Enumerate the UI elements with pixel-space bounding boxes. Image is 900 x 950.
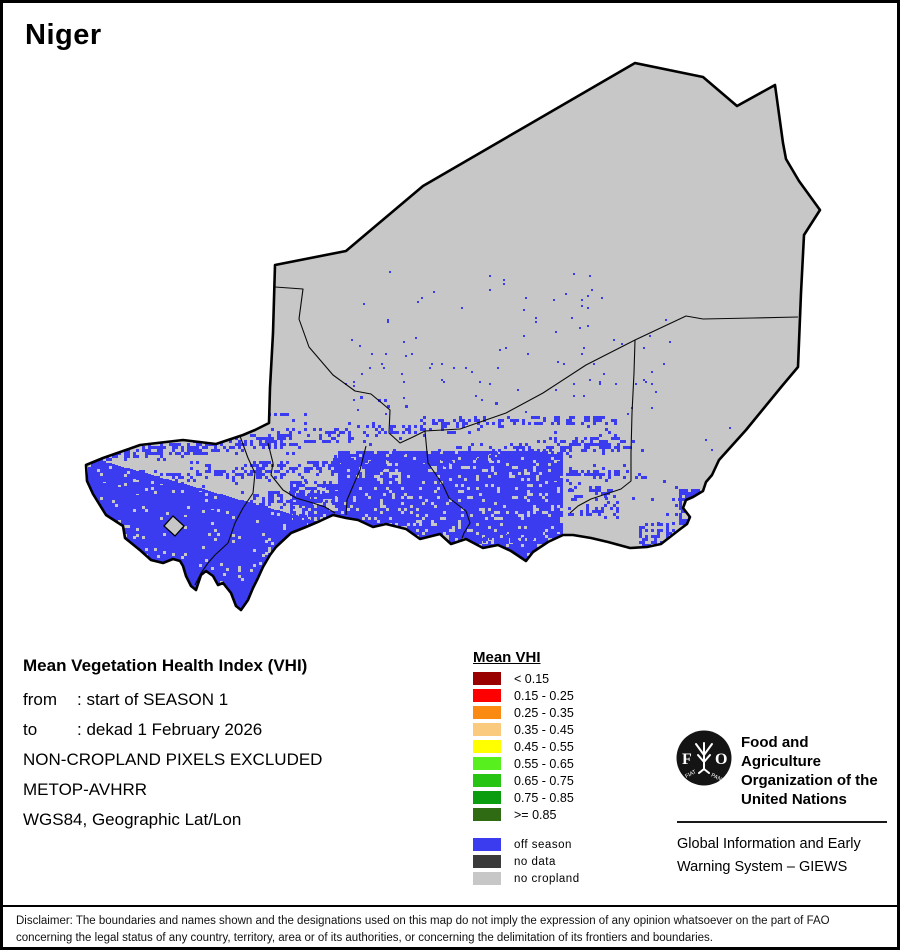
legend-title: Mean VHI	[473, 649, 541, 666]
info-line-label: from	[23, 690, 57, 709]
legend-row: 0.25 - 0.35	[473, 705, 643, 720]
legend-label: 0.35 - 0.45	[514, 722, 574, 737]
info-line: METOP-AVHRR	[23, 781, 453, 799]
info-line-value: : dekad 1 February 2026	[77, 720, 263, 739]
info-line: from : start of SEASON 1	[23, 691, 453, 709]
page-title: Niger	[25, 19, 102, 51]
legend-row: off season	[473, 838, 643, 851]
disclaimer-text: Disclaimer: The boundaries and names sho…	[16, 913, 885, 946]
legend-label: >= 0.85	[514, 807, 557, 822]
legend-swatch	[473, 706, 501, 719]
info-line-label: to	[23, 720, 38, 739]
giews-line: Global Information and Early	[677, 836, 861, 852]
fao-org-line: United Nations	[741, 791, 847, 808]
disclaimer-line: Disclaimer: The boundaries and names sho…	[16, 915, 830, 927]
info-line: WGS84, Geographic Lat/Lon	[23, 811, 453, 829]
giews-caption: Global Information and Early Warning Sys…	[677, 833, 890, 879]
off-season-pixels	[88, 271, 795, 610]
legend-label: 0.55 - 0.65	[514, 756, 574, 771]
fao-org-name: Food and Agriculture Organization of the…	[741, 729, 890, 809]
info-line-value: METOP-AVHRR	[23, 780, 148, 799]
legend-swatch	[473, 672, 501, 685]
legend-label: 0.15 - 0.25	[514, 688, 574, 703]
info-line-value: : start of SEASON 1	[77, 690, 229, 709]
legend-label: no data	[514, 855, 556, 868]
fao-header: F O FIAT PANIS Food and Agriculture Orga…	[675, 729, 890, 809]
legend-swatch	[473, 838, 501, 851]
fao-motto-left: FIAT	[684, 769, 698, 780]
legend: Mean VHI < 0.15 0.15 - 0.25 0.25 - 0.35 0.3…	[473, 649, 643, 889]
no-data-patch	[696, 507, 712, 522]
legend-swatch	[473, 757, 501, 770]
legend-label: < 0.15	[514, 671, 550, 686]
niger-map	[84, 61, 822, 612]
info-heading: Mean Vegetation Health Index (VHI)	[23, 656, 308, 675]
svg-text:F: F	[682, 751, 692, 768]
fao-org-line: Organization of the	[741, 772, 878, 789]
legend-row: < 0.15	[473, 671, 643, 686]
legend-classes: < 0.15 0.15 - 0.25 0.25 - 0.35 0.35 - 0.45 0…	[473, 671, 643, 822]
niamey-district	[163, 515, 185, 537]
info-line-value: NON-CROPLAND PIXELS EXCLUDED	[23, 750, 323, 769]
legend-extra: off season no data no cropland	[473, 838, 643, 885]
fao-block: F O FIAT PANIS Food and Agriculture Orga…	[675, 729, 890, 879]
legend-row: no cropland	[473, 872, 643, 885]
legend-swatch	[473, 774, 501, 787]
legend-swatch	[473, 740, 501, 753]
legend-row: 0.75 - 0.85	[473, 790, 643, 805]
giews-line: Warning System – GIEWS	[677, 859, 848, 875]
svg-text:O: O	[715, 751, 727, 768]
legend-row: 0.55 - 0.65	[473, 756, 643, 771]
legend-row: 0.65 - 0.75	[473, 773, 643, 788]
legend-swatch	[473, 855, 501, 868]
legend-row: 0.15 - 0.25	[473, 688, 643, 703]
legend-row: >= 0.85	[473, 807, 643, 822]
fao-separator	[677, 821, 887, 823]
fao-org-line: Food and Agriculture	[741, 734, 822, 770]
legend-row: no data	[473, 855, 643, 868]
legend-label: 0.45 - 0.55	[514, 739, 574, 754]
disclaimer-strip: Disclaimer: The boundaries and names sho…	[3, 905, 897, 947]
legend-row: 0.35 - 0.45	[473, 722, 643, 737]
legend-row: 0.45 - 0.55	[473, 739, 643, 754]
admin-boundaries	[194, 286, 799, 586]
legend-swatch	[473, 689, 501, 702]
info-line: NON-CROPLAND PIXELS EXCLUDED	[23, 751, 453, 769]
fao-logo-icon: F O FIAT PANIS	[676, 730, 732, 786]
legend-swatch	[473, 872, 501, 885]
info-line-value: WGS84, Geographic Lat/Lon	[23, 810, 242, 829]
legend-label: 0.65 - 0.75	[514, 773, 574, 788]
legend-swatch	[473, 723, 501, 736]
legend-swatch	[473, 791, 501, 804]
legend-label: 0.75 - 0.85	[514, 790, 574, 805]
country-border	[84, 61, 822, 612]
legend-label: off season	[514, 838, 572, 851]
disclaimer-line: concerning the legal status of any count…	[16, 931, 713, 944]
country-shape	[86, 63, 820, 610]
map-info-block: Mean Vegetation Health Index (VHI) from:…	[23, 656, 453, 841]
info-line: to : dekad 1 February 2026	[23, 721, 453, 739]
legend-swatch	[473, 808, 501, 821]
legend-label: no cropland	[514, 872, 580, 885]
legend-label: 0.25 - 0.35	[514, 705, 574, 720]
info-lines: from : start of SEASON 1 to : dekad 1 Febru…	[23, 691, 453, 829]
